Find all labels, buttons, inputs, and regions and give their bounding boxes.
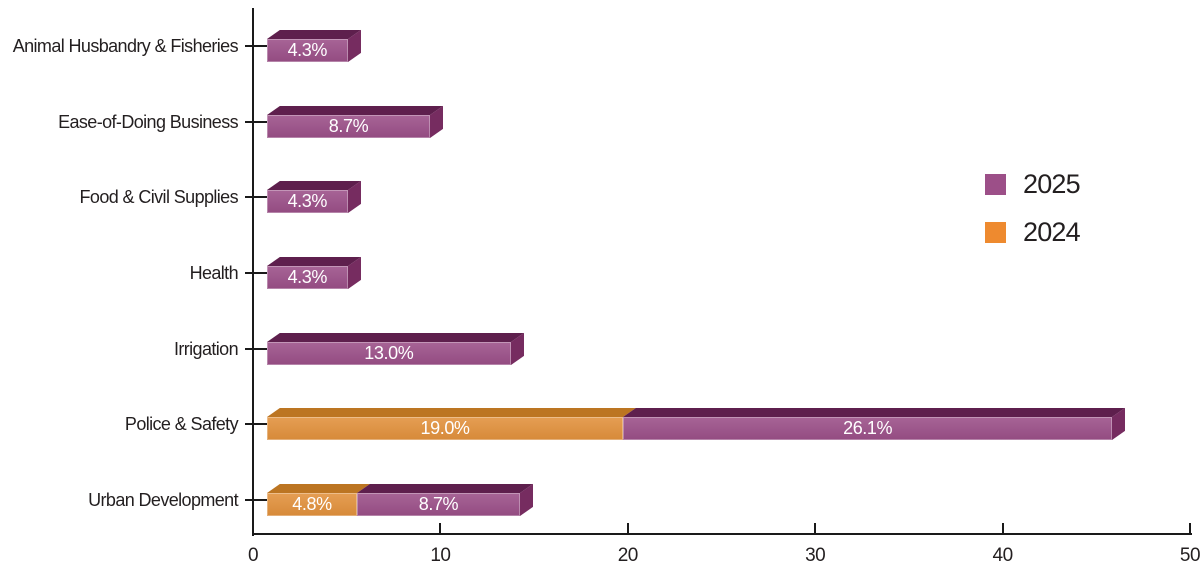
bar-segment-top-2025 [267, 105, 443, 115]
category-label: Food & Civil Supplies [79, 187, 239, 208]
bar-segment-top-2025 [623, 408, 1126, 418]
bar-value-label: 13.0% [364, 342, 414, 363]
category-label: Police & Safety [124, 414, 239, 435]
bar-segment-top-2024 [267, 484, 370, 494]
x-axis-tick-label: 40 [992, 545, 1014, 566]
bar-value-label: 4.3% [287, 40, 328, 60]
x-axis-tick [439, 523, 442, 534]
bar-value-label: 8.7% [328, 115, 369, 136]
bar-segment-2025: 8.7% [267, 114, 431, 138]
legend-label-2025: 2025 [1023, 169, 1081, 199]
bar-value-label: 4.3% [287, 267, 328, 287]
bar-segment-2025: 4.3% [267, 39, 348, 62]
legend: 2025 2024 [985, 171, 1145, 251]
legend-swatch-2024 [985, 222, 1006, 243]
x-axis-tick-label: 20 [617, 545, 639, 566]
category-tick [245, 423, 267, 426]
x-axis-tick [1189, 523, 1191, 534]
legend-label-2024: 2024 [1023, 217, 1081, 247]
x-axis-tick [1001, 523, 1004, 534]
bar-segment-2025: 26.1% [623, 417, 1113, 441]
category-label: Health [189, 263, 239, 283]
x-axis-line [252, 533, 1192, 535]
legend-entry-2025: 2025 [985, 169, 1081, 199]
category-tick [245, 120, 267, 123]
legend-swatch-2025 [985, 174, 1006, 195]
category-tick [245, 45, 267, 47]
bar-segment-2024: 19.0% [267, 417, 624, 441]
x-axis-tick [814, 523, 817, 534]
category-tick [245, 499, 267, 502]
x-axis-tick-label: 30 [805, 545, 826, 566]
category-label: Urban Development [88, 490, 238, 511]
category-label: Ease-of-Doing Business [58, 111, 239, 132]
bar-value-label: 26.1% [843, 418, 893, 439]
bar-value-label: 4.3% [287, 191, 328, 212]
bar-value-label: 8.7% [418, 494, 459, 515]
x-axis-tick [626, 523, 629, 534]
x-axis-tick-label: 0 [247, 545, 259, 566]
category-tick [245, 347, 267, 350]
bar-value-label: 4.8% [292, 494, 332, 515]
bar-segment-top-2025 [267, 181, 361, 191]
x-axis-tick-label: 10 [430, 545, 451, 566]
category-tick [245, 272, 267, 274]
bar-segment-2024: 4.8% [267, 493, 357, 517]
bar-segment-2025: 4.3% [267, 266, 348, 289]
legend-entry-2024: 2024 [985, 217, 1081, 247]
bar-segment-top-2025 [267, 332, 524, 342]
bar-segment-top-2024 [267, 408, 636, 418]
bar-segment-2025: 13.0% [267, 341, 511, 365]
x-axis-tick-label: 50 [1179, 545, 1201, 566]
bar-segment-2025: 4.3% [267, 190, 348, 214]
bar-segment-2025: 8.7% [356, 493, 520, 517]
category-tick [245, 196, 267, 199]
bar-segment-top-2025 [356, 484, 533, 494]
bar-value-label: 19.0% [420, 418, 470, 439]
bar-segment-top-2025 [267, 257, 361, 266]
category-label: Irrigation [173, 338, 239, 359]
bar-segment-top-2025 [267, 30, 361, 39]
category-label: Animal Husbandry & Fisheries [12, 36, 239, 56]
